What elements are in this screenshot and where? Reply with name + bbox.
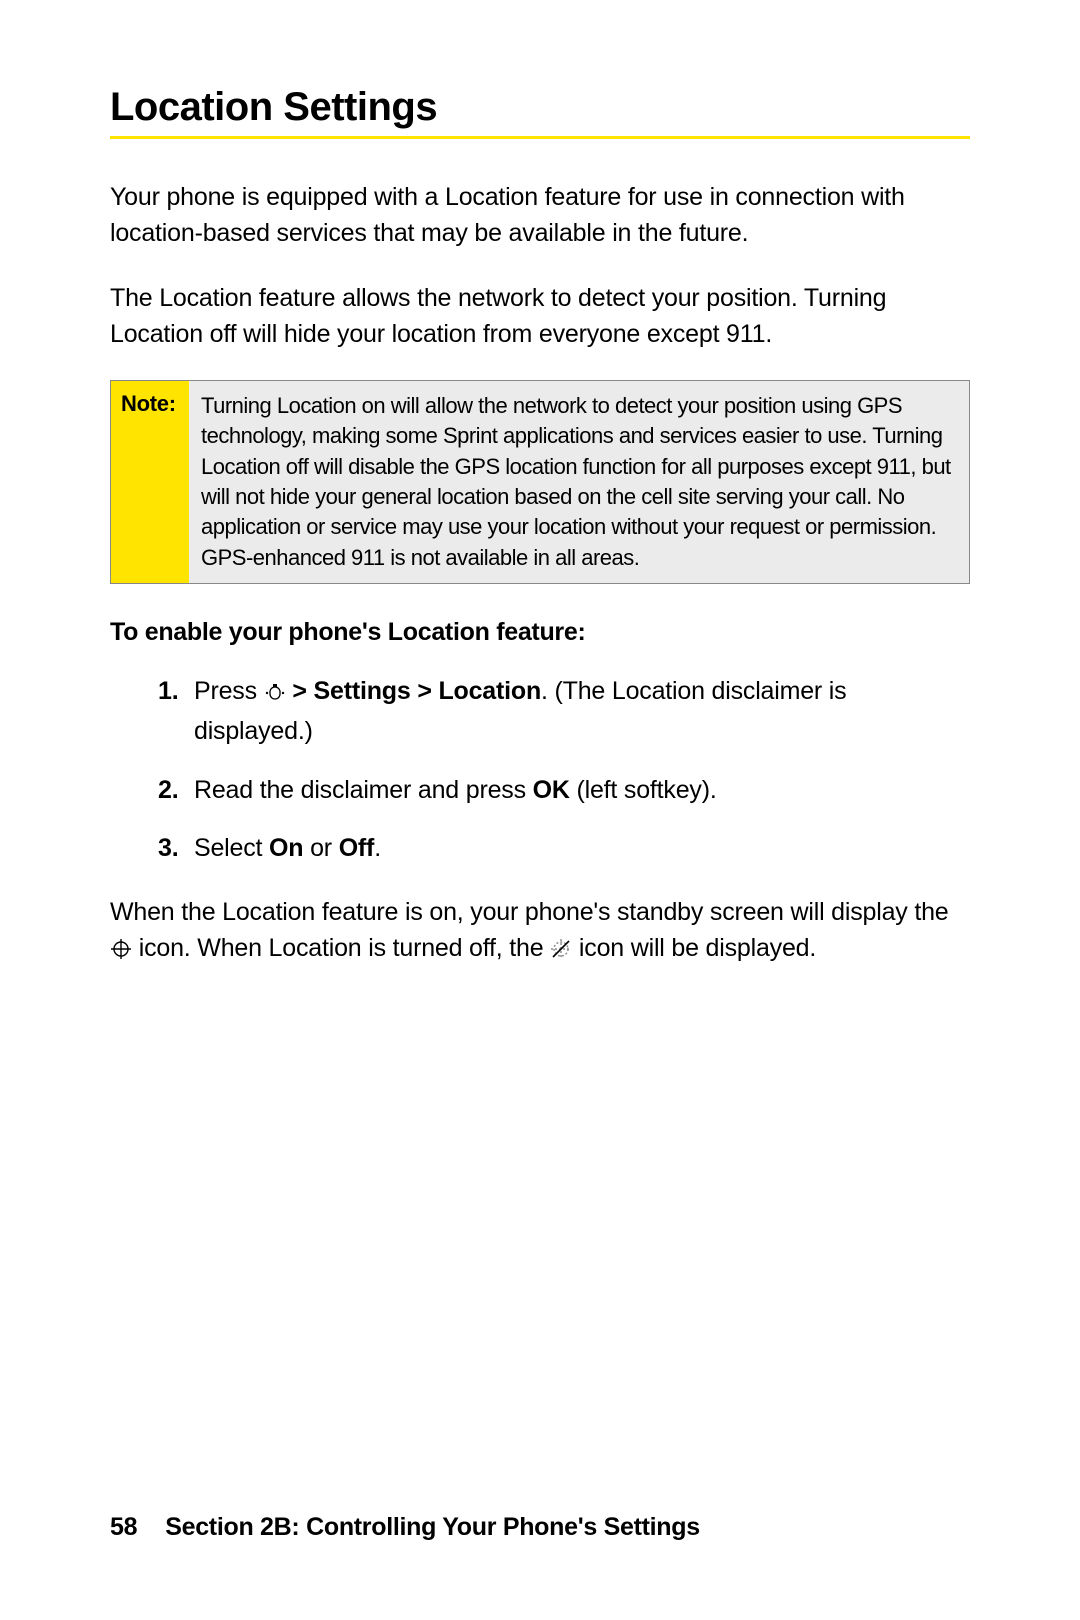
closing-text-b: icon. When Location is turned off, the: [132, 934, 550, 962]
location-off-icon: [550, 934, 572, 970]
step-text-mid: or: [303, 834, 338, 862]
note-text: Turning Location on will allow the netwo…: [189, 381, 969, 583]
section-title: Section 2B: Controlling Your Phone's Set…: [165, 1513, 700, 1541]
step-3: 3. Select On or Off.: [158, 830, 970, 866]
note-box: Note: Turning Location on will allow the…: [110, 380, 970, 584]
step-path: > Settings > Location: [286, 677, 541, 705]
step-text-end: .: [374, 834, 381, 862]
page-title: Location Settings: [110, 85, 970, 139]
step-number: 1.: [158, 673, 178, 709]
step-key: OK: [533, 776, 570, 804]
note-label: Note:: [111, 381, 189, 583]
step-text-after: (left softkey).: [570, 776, 717, 804]
step-number: 2.: [158, 772, 178, 808]
intro-paragraph-1: Your phone is equipped with a Location f…: [110, 179, 970, 252]
step-text: Press: [194, 677, 264, 705]
step-1: 1. Press > Settings > Location. (The Loc…: [158, 673, 970, 750]
page-footer: 58 Section 2B: Controlling Your Phone's S…: [110, 1513, 700, 1542]
step-number: 3.: [158, 830, 178, 866]
steps-list: 1. Press > Settings > Location. (The Loc…: [110, 673, 970, 866]
page-number: 58: [110, 1513, 137, 1541]
steps-heading: To enable your phone's Location feature:: [110, 618, 970, 647]
closing-paragraph: When the Location feature is on, your ph…: [110, 894, 970, 971]
nav-key-icon: [264, 677, 286, 713]
closing-text-a: When the Location feature is on, your ph…: [110, 898, 948, 926]
step-2: 2. Read the disclaimer and press OK (lef…: [158, 772, 970, 808]
step-option-off: Off: [339, 834, 375, 862]
intro-paragraph-2: The Location feature allows the network …: [110, 280, 970, 353]
location-on-icon: [110, 934, 132, 970]
closing-text-c: icon will be displayed.: [572, 934, 816, 962]
step-option-on: On: [269, 834, 303, 862]
step-text: Select: [194, 834, 269, 862]
step-text: Read the disclaimer and press: [194, 776, 533, 804]
